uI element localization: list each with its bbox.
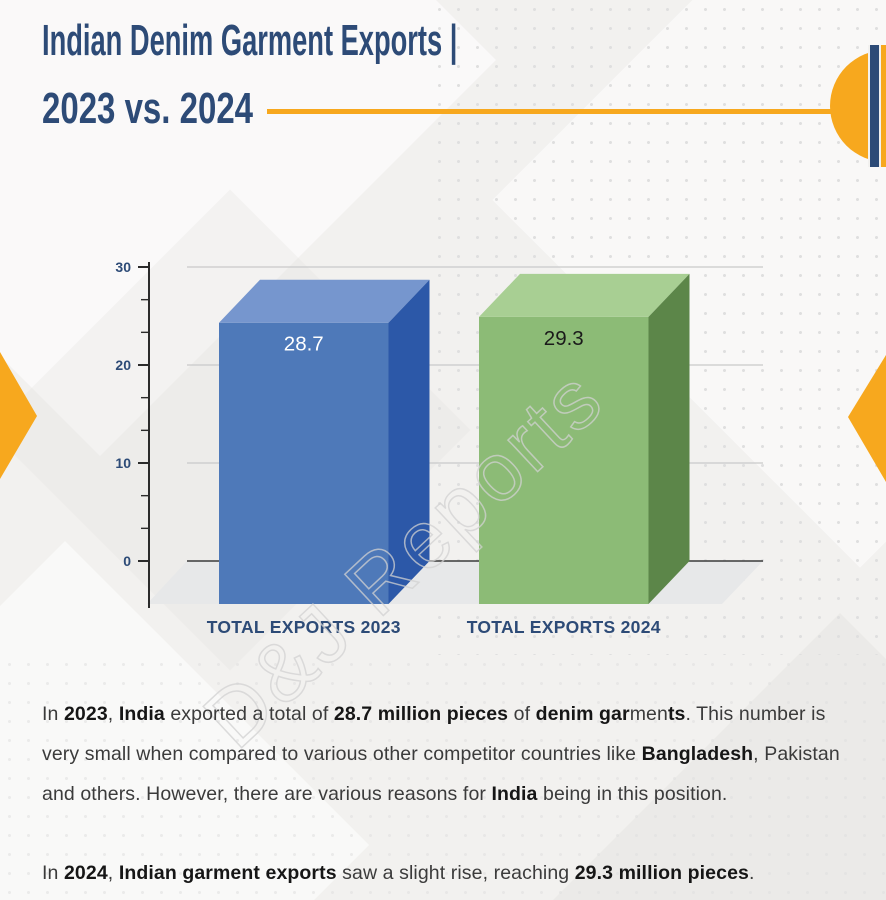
navy-stripe-decor	[868, 45, 881, 167]
left-chevron-decor	[0, 352, 37, 479]
bold-text-run: 29.3 million pieces	[574, 862, 749, 884]
text-run: In	[42, 862, 64, 884]
bar-total-exports-2023: 28.7	[219, 279, 430, 604]
bar-front-face	[479, 316, 649, 604]
orange-divider-line	[267, 108, 832, 114]
text-run: ,	[107, 703, 119, 725]
bar-chart-3d: 0 10 20 30 28.7 29.3 TOTAL EXPORTS 2023 TOTAL E…	[115, 259, 763, 637]
bold-text-run: 2024	[63, 862, 108, 884]
bold-text-run: Bangladesh	[641, 743, 754, 765]
page-title-line-1: Indian Denim Garment Exports |	[42, 16, 458, 65]
category-label: TOTAL EXPORTS 2024	[467, 617, 661, 637]
bold-text-run: denim gar	[535, 703, 630, 725]
bar-total-exports-2024: 29.3	[479, 273, 690, 604]
text-run: ,	[107, 862, 119, 884]
text-run: saw a slight rise, reaching	[336, 862, 575, 884]
bar-side-face	[388, 279, 430, 604]
page-title-row: 2023 vs. 2024	[42, 84, 886, 134]
bold-text-run: India	[491, 783, 538, 805]
text-run: men	[629, 703, 668, 725]
orange-stripe-decor	[881, 45, 886, 167]
bar-front-face	[219, 322, 389, 604]
bar-value-label: 28.7	[284, 333, 324, 356]
bar-side-face	[648, 273, 690, 604]
text-run: of	[508, 703, 536, 725]
text-run: .	[748, 862, 755, 884]
y-tick-label: 0	[123, 553, 131, 569]
category-label: TOTAL EXPORTS 2023	[207, 617, 401, 637]
paragraph-2023: In 2023, India exported a total of 28.7 …	[42, 694, 860, 814]
text-run: being in this position.	[537, 783, 728, 805]
y-tick-label: 30	[115, 259, 131, 275]
right-chevron-decor	[848, 355, 886, 482]
y-tick-label: 20	[115, 357, 131, 373]
bold-text-run: 28.7 million pieces	[333, 703, 509, 725]
text-run: In	[42, 703, 64, 725]
bar-value-label: 29.3	[544, 327, 584, 350]
bold-text-run: Indian garment exports	[118, 862, 337, 884]
bold-text-run: 2023	[63, 703, 108, 725]
paragraph-2024: In 2024, Indian garment exports saw a sl…	[42, 853, 860, 893]
bold-text-run: India	[118, 703, 165, 725]
y-tick-label: 10	[115, 455, 131, 471]
text-run: exported a total of	[164, 703, 334, 725]
bold-text-run: ts	[667, 703, 686, 725]
